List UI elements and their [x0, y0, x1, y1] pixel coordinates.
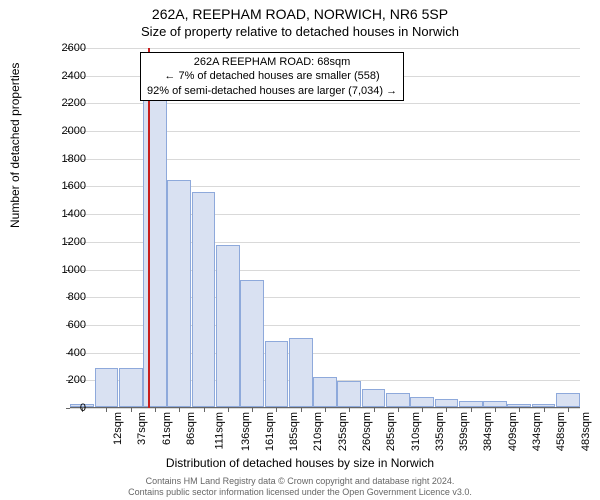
- histogram-bar: [386, 393, 410, 407]
- y-tick-label: 1600: [46, 180, 86, 192]
- x-tick-mark: [155, 408, 156, 412]
- histogram-bar: [192, 192, 216, 407]
- y-tick-label: 2400: [46, 70, 86, 82]
- y-tick-label: 0: [46, 402, 86, 414]
- y-tick-label: 2600: [46, 42, 86, 54]
- histogram-bar: [119, 368, 143, 407]
- x-tick-label: 434sqm: [531, 412, 543, 451]
- histogram-bar: [289, 338, 313, 407]
- x-tick-label: 483sqm: [580, 412, 592, 451]
- histogram-bar: [362, 389, 386, 407]
- y-tick-label: 800: [46, 291, 86, 303]
- x-tick-label: 310sqm: [410, 412, 422, 451]
- x-tick-label: 384sqm: [483, 412, 495, 451]
- x-tick-label: 260sqm: [361, 412, 373, 451]
- attribution: Contains HM Land Registry data © Crown c…: [0, 476, 600, 498]
- x-tick-label: 458sqm: [555, 412, 567, 451]
- y-tick-label: 2000: [46, 125, 86, 137]
- chart-subtitle: Size of property relative to detached ho…: [0, 22, 600, 39]
- x-tick-mark: [544, 408, 545, 412]
- x-tick-mark: [422, 408, 423, 412]
- annotation-line1: 262A REEPHAM ROAD: 68sqm: [147, 55, 397, 69]
- histogram-bar: [435, 399, 459, 407]
- x-tick-label: 185sqm: [288, 412, 300, 451]
- x-tick-mark: [325, 408, 326, 412]
- x-tick-label: 161sqm: [264, 412, 276, 451]
- x-tick-mark: [446, 408, 447, 412]
- x-tick-mark: [568, 408, 569, 412]
- x-tick-mark: [131, 408, 132, 412]
- x-tick-mark: [374, 408, 375, 412]
- histogram-bar: [95, 368, 119, 407]
- address-title: 262A, REEPHAM ROAD, NORWICH, NR6 5SP: [0, 0, 600, 22]
- x-tick-mark: [495, 408, 496, 412]
- y-tick-label: 400: [46, 347, 86, 359]
- x-tick-label: 285sqm: [385, 412, 397, 451]
- histogram-bar: [483, 401, 507, 407]
- histogram-bar: [216, 245, 240, 407]
- x-tick-label: 136sqm: [240, 412, 252, 451]
- annotation-line2: ← 7% of detached houses are smaller (558…: [147, 69, 397, 83]
- annotation-line3: 92% of semi-detached houses are larger (…: [147, 84, 397, 98]
- chart-container: 262A, REEPHAM ROAD, NORWICH, NR6 5SP Siz…: [0, 0, 600, 500]
- histogram-bar: [167, 180, 191, 407]
- x-tick-label: 409sqm: [507, 412, 519, 451]
- histogram-bar: [410, 397, 434, 407]
- x-tick-mark: [398, 408, 399, 412]
- y-tick-label: 2200: [46, 97, 86, 109]
- y-tick-label: 1200: [46, 236, 86, 248]
- plot-area: 12sqm37sqm61sqm86sqm111sqm136sqm161sqm18…: [70, 48, 580, 408]
- histogram-bar: [265, 341, 289, 407]
- x-tick-label: 61sqm: [161, 412, 173, 445]
- x-tick-mark: [276, 408, 277, 412]
- histogram-bar: [143, 94, 167, 407]
- histogram-bar: [459, 401, 483, 407]
- y-axis-label: Number of detached properties: [8, 63, 22, 228]
- annotation-box: 262A REEPHAM ROAD: 68sqm← 7% of detached…: [140, 52, 404, 101]
- x-tick-label: 111sqm: [214, 412, 226, 450]
- y-tick-label: 1000: [46, 264, 86, 276]
- x-tick-label: 235sqm: [337, 412, 349, 451]
- attribution-line1: Contains HM Land Registry data © Crown c…: [0, 476, 600, 487]
- gridline: [70, 48, 580, 49]
- x-tick-mark: [252, 408, 253, 412]
- x-tick-label: 12sqm: [112, 412, 124, 445]
- histogram-bar: [240, 280, 264, 407]
- y-tick-label: 200: [46, 374, 86, 386]
- x-axis-label: Distribution of detached houses by size …: [0, 456, 600, 470]
- reference-line: [148, 48, 150, 408]
- x-tick-mark: [519, 408, 520, 412]
- x-tick-mark: [204, 408, 205, 412]
- x-tick-mark: [179, 408, 180, 412]
- x-tick-mark: [106, 408, 107, 412]
- x-tick-mark: [349, 408, 350, 412]
- histogram-bar: [507, 404, 531, 407]
- x-tick-label: 37sqm: [136, 412, 148, 445]
- histogram-bar: [556, 393, 580, 407]
- histogram-bar: [532, 404, 556, 407]
- x-tick-label: 359sqm: [458, 412, 470, 451]
- y-tick-label: 1800: [46, 153, 86, 165]
- attribution-line2: Contains public sector information licen…: [0, 487, 600, 498]
- x-tick-label: 210sqm: [313, 412, 325, 451]
- x-tick-mark: [301, 408, 302, 412]
- y-tick-label: 600: [46, 319, 86, 331]
- x-tick-label: 335sqm: [434, 412, 446, 451]
- x-tick-mark: [228, 408, 229, 412]
- y-tick-label: 1400: [46, 208, 86, 220]
- x-tick-label: 86sqm: [185, 412, 197, 445]
- histogram-bar: [313, 377, 337, 407]
- histogram-bar: [337, 381, 361, 407]
- x-tick-mark: [471, 408, 472, 412]
